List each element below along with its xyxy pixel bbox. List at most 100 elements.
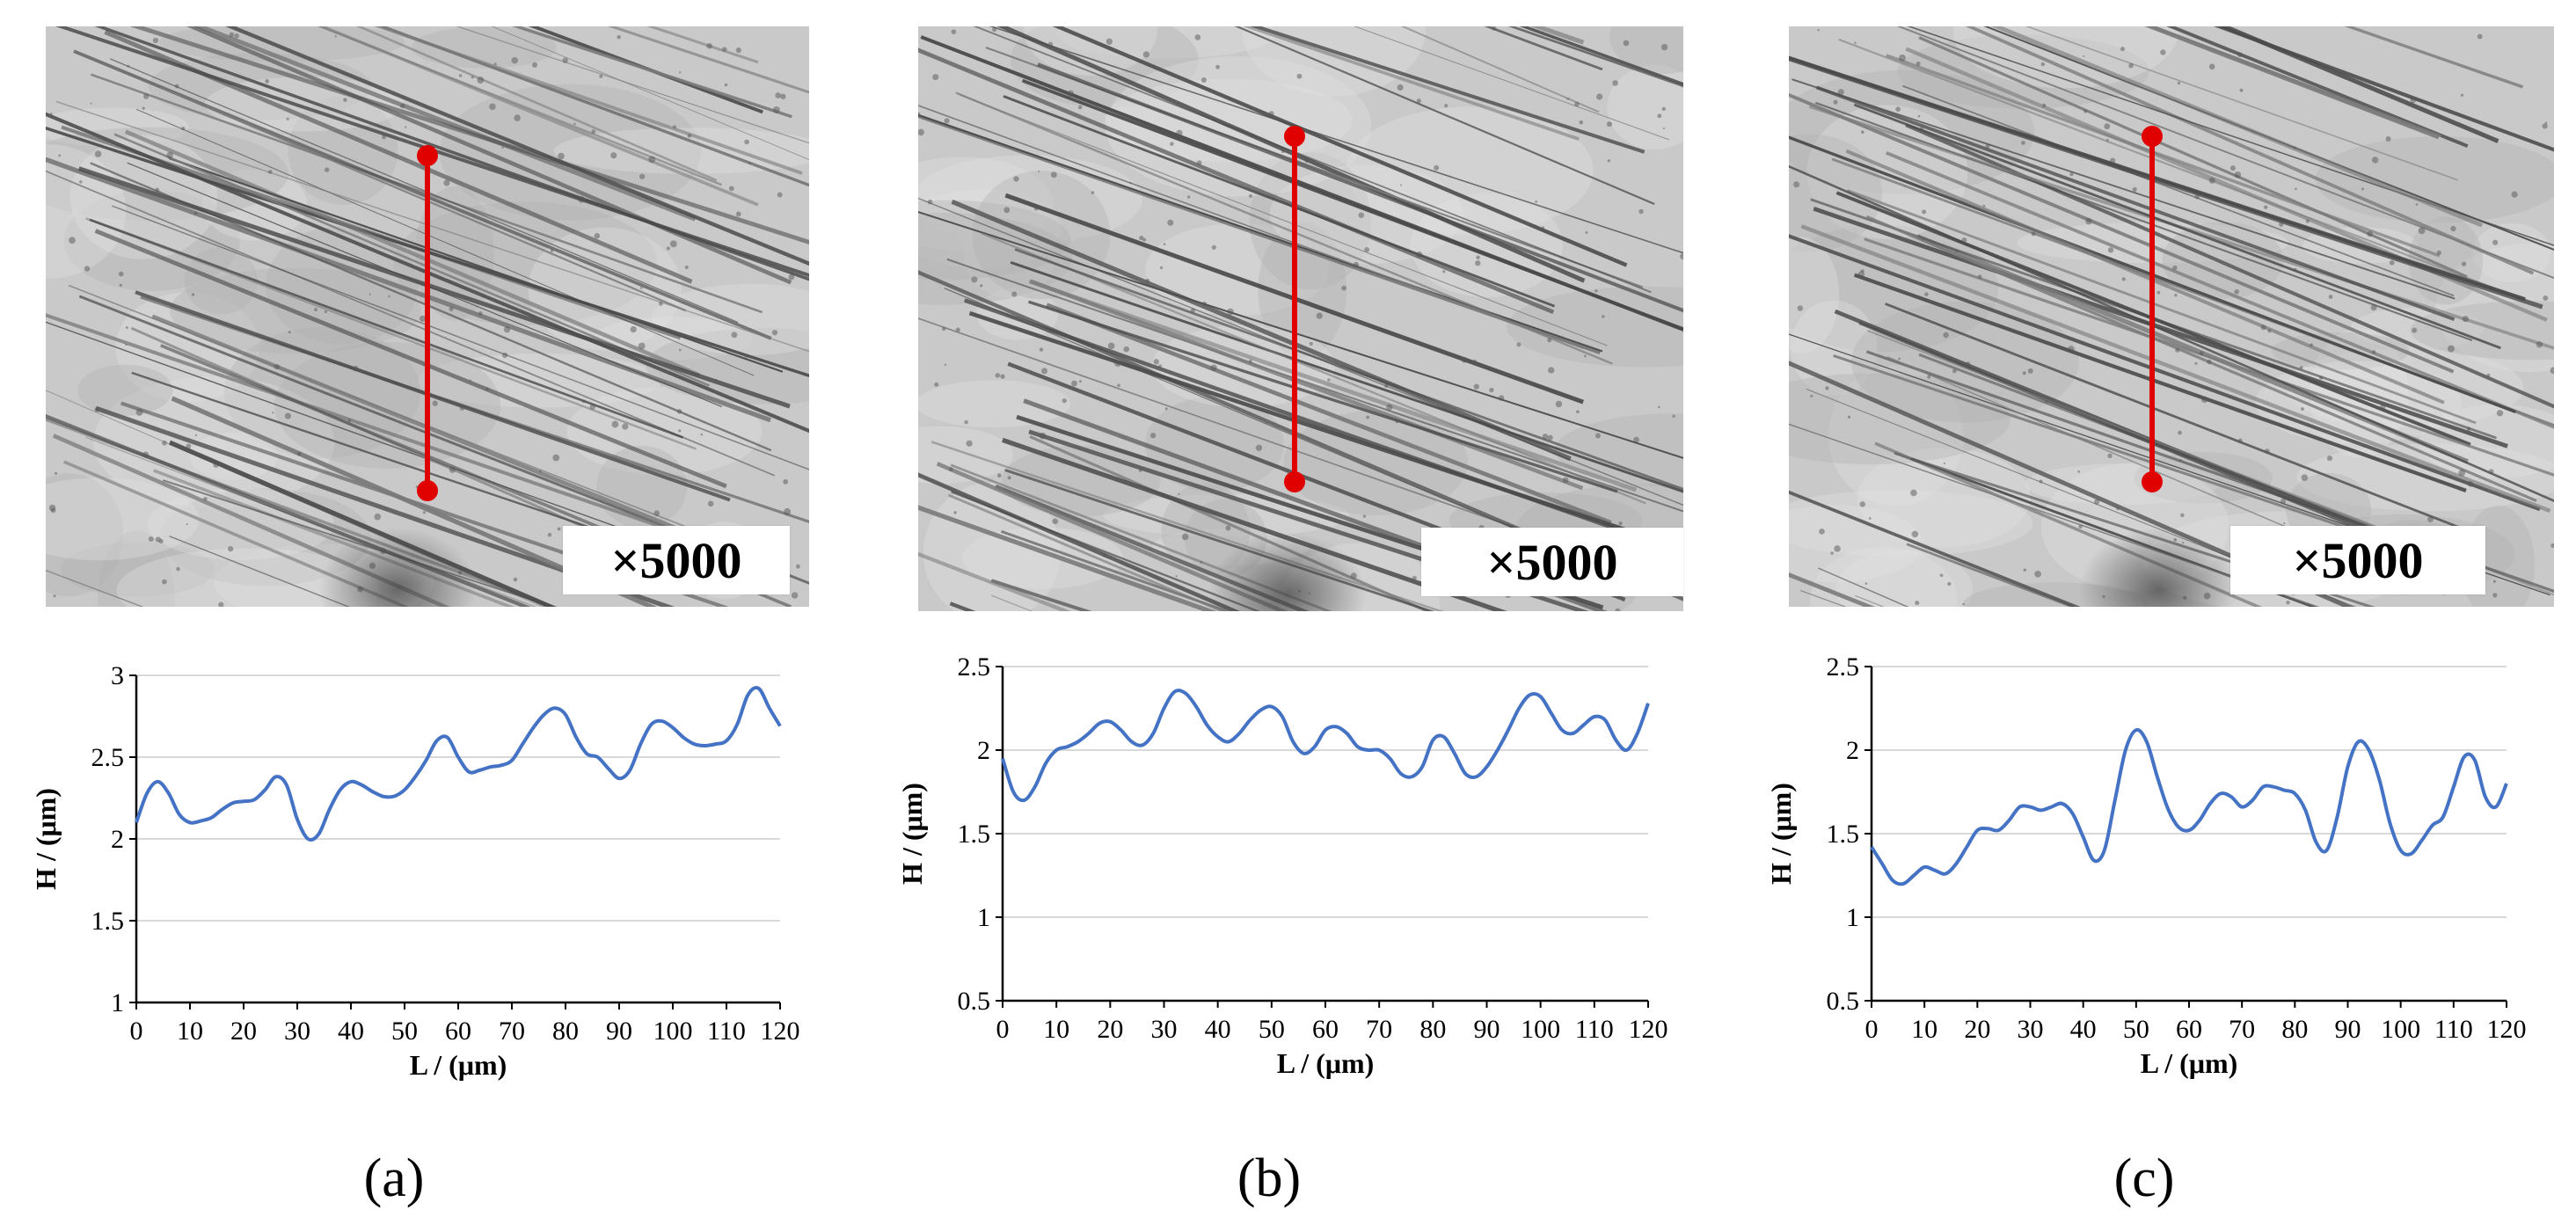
- surface-pit: [2042, 103, 2047, 108]
- surface-pit: [2208, 63, 2215, 70]
- surface-pit: [1091, 344, 1096, 349]
- profile-chart-a: 1 1.5 2 2.5 3 0 10 20 30 40 50 60 70 80 90 100 110 120 L /…: [18, 660, 809, 1099]
- surface-pit: [531, 62, 538, 68]
- surface-pit: [1516, 342, 1522, 347]
- surface-pit: [229, 32, 235, 38]
- profile-data-point: [2346, 765, 2350, 769]
- x-tick-label: 40: [2070, 1015, 2097, 1044]
- surface-pit: [1817, 28, 1820, 32]
- profile-data-point: [1954, 862, 1958, 865]
- caption-b: (b): [1237, 1148, 1302, 1208]
- y-axis-label: H / (μm): [896, 783, 928, 885]
- x-tick-label: 60: [445, 1017, 471, 1046]
- profile-data-point: [521, 742, 524, 746]
- surface-pit: [2286, 601, 2290, 605]
- x-tick-label: 70: [499, 1017, 525, 1046]
- profile-data-point: [1248, 718, 1252, 722]
- surface-pit: [2078, 524, 2083, 529]
- profile-data-point: [392, 795, 396, 798]
- surface-pit: [191, 293, 195, 296]
- surface-pit: [1176, 129, 1183, 136]
- surface-pit: [228, 545, 234, 552]
- surface-pit: [1395, 419, 1399, 424]
- profile-data-point: [339, 788, 342, 791]
- profile-data-point: [2389, 822, 2392, 826]
- surface-pit: [948, 467, 953, 471]
- profile-data-point: [221, 808, 224, 812]
- micrograph-shade: [1011, 26, 1199, 108]
- surface-pit: [2361, 187, 2364, 191]
- surface-pit: [589, 404, 596, 410]
- surface-pit: [1071, 380, 1077, 387]
- profile-data-point: [1237, 732, 1241, 735]
- x-tick-label: 90: [2335, 1015, 2361, 1044]
- scratch-line: [55, 100, 809, 353]
- surface-pit: [2034, 570, 2041, 578]
- surface-pit: [687, 134, 692, 138]
- profile-data-point: [2040, 808, 2043, 812]
- profile-data-point: [1087, 732, 1091, 735]
- surface-pit: [578, 195, 586, 203]
- surface-pit: [1000, 374, 1005, 379]
- surface-pit: [162, 579, 167, 585]
- scratch-line: [1853, 273, 2467, 492]
- profile-data-point: [2240, 806, 2244, 809]
- surface-pit: [2156, 290, 2161, 295]
- surface-pit: [1847, 415, 1851, 419]
- scratch-line: [1003, 95, 1556, 308]
- profile-data-point: [1603, 718, 1607, 722]
- surface-pit: [2492, 239, 2499, 245]
- surface-pit: [1167, 219, 1174, 226]
- surface-pit: [2045, 400, 2048, 404]
- profile-data-point: [478, 769, 481, 772]
- surface-pit: [511, 56, 518, 64]
- profile-data-point: [1377, 748, 1381, 752]
- scratch-line: [511, 26, 792, 119]
- scratch-line: [2144, 26, 2440, 140]
- scratch-line: [55, 26, 809, 278]
- surface-pit: [775, 92, 782, 98]
- surface-pit: [1158, 364, 1162, 368]
- measurement-start-point: [417, 145, 438, 166]
- surface-pit: [127, 64, 130, 68]
- surface-pit: [666, 246, 670, 251]
- surface-pit: [2022, 371, 2026, 375]
- surface-pit: [2462, 316, 2469, 323]
- surface-pit: [1190, 308, 1196, 313]
- scratch-lines: [918, 26, 1683, 611]
- surface-pit: [388, 295, 390, 298]
- profile-data-point: [543, 713, 546, 717]
- surface-pit: [1859, 501, 1866, 507]
- surface-pit: [1384, 383, 1389, 389]
- micrograph-shade: [1242, 26, 1427, 97]
- x-tick-label: 90: [606, 1017, 632, 1046]
- surface-pit: [478, 311, 483, 316]
- y-tick-label: 2.5: [91, 743, 125, 772]
- surface-pit: [284, 412, 291, 419]
- surface-pit: [2458, 469, 2466, 477]
- surface-pit: [2542, 123, 2548, 129]
- profile-data-point: [1463, 772, 1467, 776]
- surface-pit: [1793, 181, 1800, 188]
- scratch-line: [168, 157, 784, 373]
- surface-pit: [1584, 354, 1587, 358]
- surface-pit: [2179, 459, 2182, 462]
- surface-pit: [1039, 347, 1044, 352]
- surface-pit: [1175, 575, 1178, 578]
- profile-data-point: [1120, 728, 1123, 732]
- scratch-line: [1052, 26, 1628, 267]
- surface-pit: [1917, 114, 1921, 118]
- surface-pit: [1455, 355, 1458, 358]
- surface-pit: [1911, 530, 1919, 538]
- scratch-line: [2166, 26, 2469, 148]
- surface-pit: [552, 454, 560, 462]
- surface-pit: [1077, 105, 1083, 110]
- scratch-line: [1808, 105, 2554, 350]
- surface-pit: [558, 152, 565, 160]
- surface-pit: [2305, 219, 2310, 223]
- micrograph-shade: [972, 171, 1111, 300]
- y-tick-label: 1.5: [91, 907, 125, 936]
- profile-data-point: [574, 736, 578, 740]
- scratch-line: [1353, 26, 1670, 141]
- surface-pit: [658, 301, 663, 306]
